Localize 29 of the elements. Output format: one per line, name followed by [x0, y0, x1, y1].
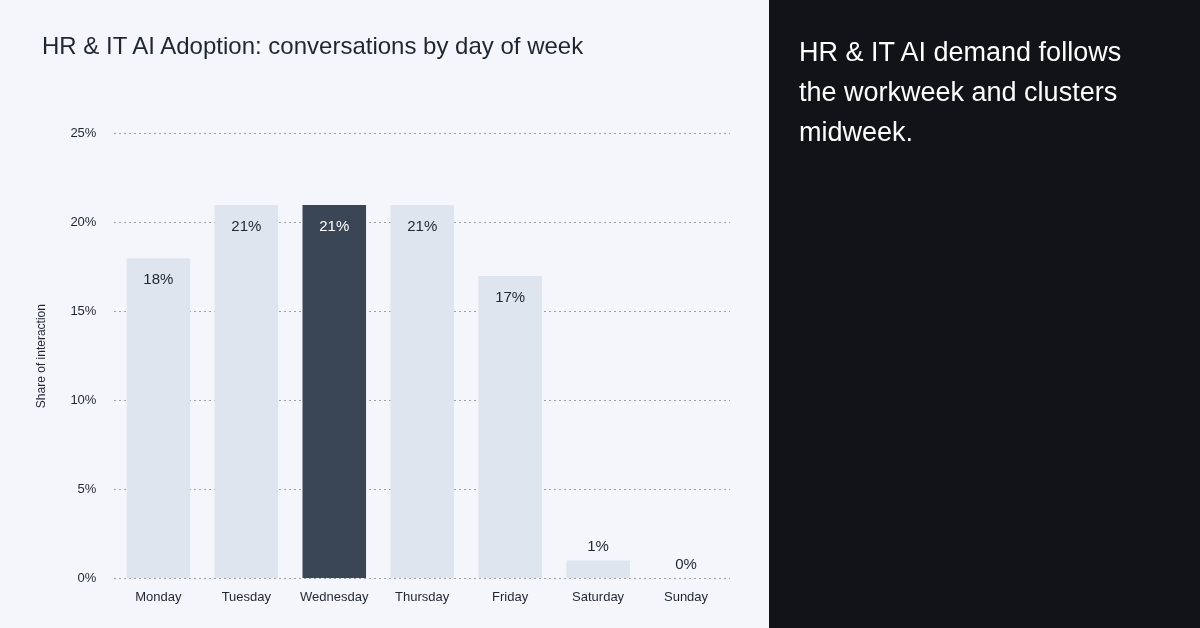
data-label: 21%	[319, 216, 350, 234]
bar	[214, 204, 279, 578]
data-label: 18%	[143, 269, 174, 287]
data-label: 0%	[675, 555, 697, 573]
y-tick-label: 5%	[77, 481, 97, 497]
bar	[478, 276, 542, 578]
bar	[302, 204, 367, 578]
data-label: 17%	[495, 287, 526, 305]
data-label: 1%	[587, 537, 609, 555]
x-tick-label: Saturday	[572, 588, 625, 604]
y-tick-label: 10%	[70, 392, 97, 408]
text: HR & IT AI demand follows the workweek and clusters midweek.	[799, 36, 1123, 149]
data-label: 21%	[231, 216, 262, 234]
bar	[126, 258, 191, 578]
chart-title: HR & IT AI Adoption: conversations by day of week	[42, 32, 584, 60]
x-tick-label: Monday	[135, 588, 183, 604]
x-tick-label: Thursday	[395, 588, 450, 604]
data-label: 21%	[407, 216, 438, 234]
x-tick-label: Sunday	[663, 588, 709, 604]
y-tick-label: 15%	[70, 303, 97, 319]
y-tick-label: 0%	[77, 569, 97, 585]
bar	[390, 204, 454, 578]
x-tick-label: Wednesday	[300, 588, 369, 604]
y-tick-label: 20%	[70, 214, 97, 230]
y-tick-label: 25%	[70, 125, 97, 141]
bar	[566, 560, 630, 578]
x-tick-label: Tuesday	[221, 588, 272, 604]
y-axis-title: Share of interaction	[33, 304, 48, 409]
x-tick-label: Friday	[492, 588, 529, 604]
